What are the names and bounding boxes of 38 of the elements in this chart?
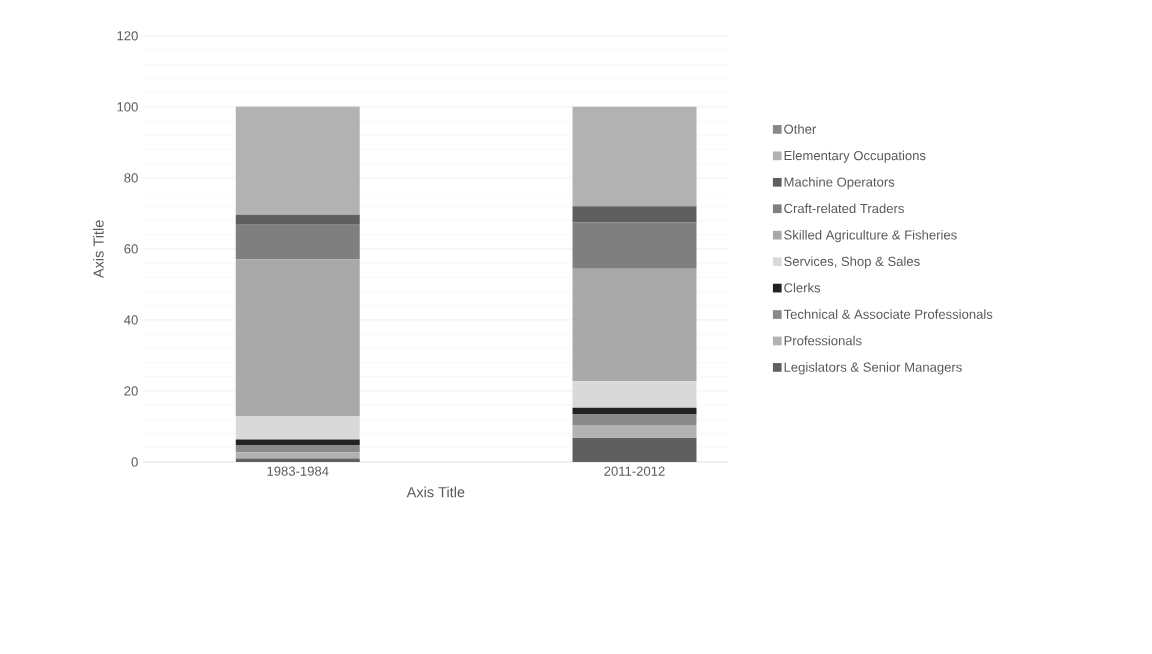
legend-label: Technical & Associate Professionals <box>783 309 993 320</box>
bar <box>572 437 697 463</box>
legend-label: Professionals <box>784 335 862 346</box>
y-tick-label: 120 <box>117 31 138 41</box>
y-tick-label: 20 <box>124 386 138 396</box>
legend-label: Craft-related Traders <box>784 203 904 214</box>
bar <box>572 381 697 408</box>
bar <box>572 268 697 382</box>
legend-label: Machine Operators <box>784 177 895 190</box>
x-tick-label: 1983-1984 <box>267 466 329 476</box>
bar <box>235 224 360 260</box>
bar <box>572 425 697 438</box>
y-tick-label: 80 <box>124 173 138 183</box>
legend-label: Services, Shop & Sales <box>784 256 920 269</box>
legend-label: Other <box>784 124 817 134</box>
bar <box>572 206 697 223</box>
bar <box>572 222 697 269</box>
y-tick-label: 40 <box>124 315 138 325</box>
bar <box>235 439 360 446</box>
x-tick-label: 2011-2012 <box>604 466 665 476</box>
bar <box>572 414 697 426</box>
bar <box>572 106 697 207</box>
legend-label: Skilled Agriculture & Fisheries <box>784 230 957 243</box>
x-axis-title: Axis Title <box>406 486 465 498</box>
y-tick-label: 100 <box>117 102 138 112</box>
bar <box>235 445 360 453</box>
bar <box>235 416 360 440</box>
bar <box>235 214 360 225</box>
bar <box>235 107 360 215</box>
legend-label: Elementary Occupations <box>784 150 926 163</box>
y-axis-title: Axis Title <box>93 220 104 279</box>
legend-label: Legislators & Senior Managers <box>784 362 962 375</box>
bar <box>235 458 360 463</box>
y-tick-label: 0 <box>131 457 138 467</box>
bar <box>235 452 360 459</box>
y-tick-label: 60 <box>124 244 138 254</box>
legend-label: Clerks <box>784 282 821 293</box>
bar <box>235 259 360 417</box>
